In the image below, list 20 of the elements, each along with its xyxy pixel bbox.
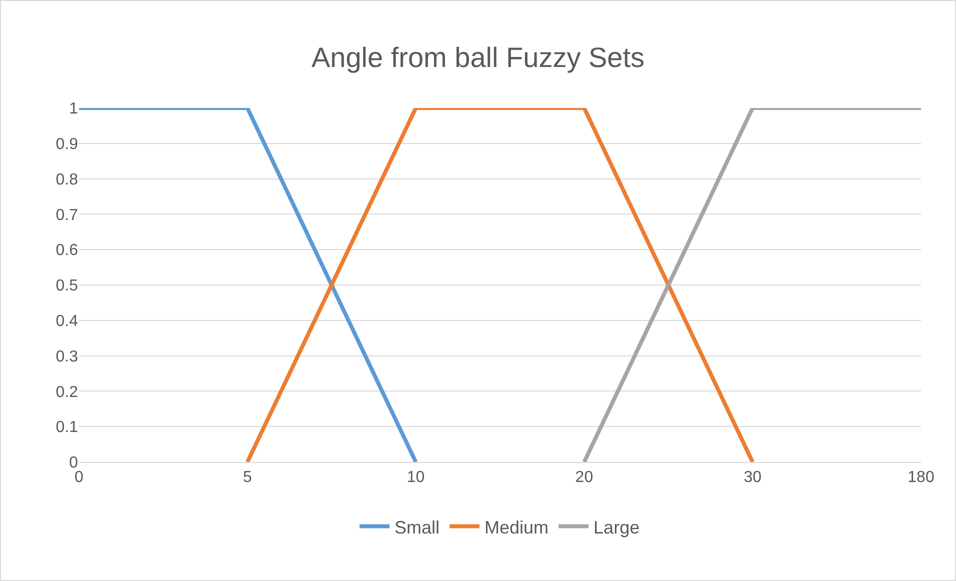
- y-tick-label: 0.9: [56, 136, 78, 153]
- y-tick-label: 0.3: [56, 348, 78, 366]
- chart-title: Angle from ball Fuzzy Sets: [311, 42, 645, 73]
- legend-label: Medium: [484, 517, 549, 538]
- y-tick-label: 0.2: [56, 384, 78, 401]
- y-tick-label: 0.7: [56, 206, 78, 224]
- x-tick-label: 10: [406, 469, 425, 486]
- x-tick-label: 20: [575, 469, 594, 486]
- x-tick-label: 5: [242, 469, 252, 486]
- y-tick-label: 0.5: [56, 278, 78, 295]
- y-tick-label: 0.8: [56, 171, 78, 188]
- y-tick-label: 0.6: [56, 242, 78, 260]
- legend-label: Large: [594, 517, 640, 538]
- x-tick-label: 30: [744, 469, 762, 486]
- x-tick-label: 180: [908, 469, 934, 486]
- legend-label: Small: [394, 517, 440, 538]
- y-tick-label: 0.4: [56, 313, 78, 330]
- y-tick-label: 0: [69, 454, 78, 472]
- y-tick-label: 1: [69, 100, 78, 118]
- y-tick-label: 0.1: [56, 419, 78, 436]
